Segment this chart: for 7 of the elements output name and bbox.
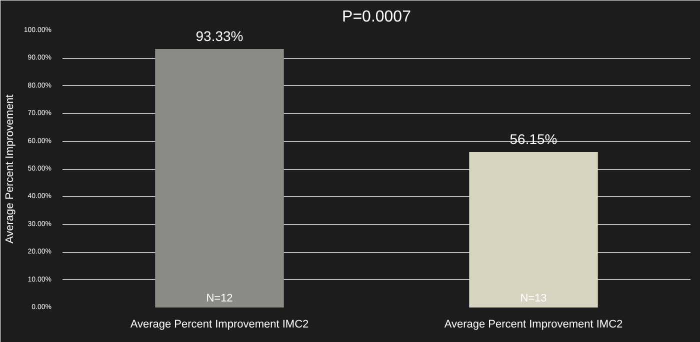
- chart-title: P=0.0007: [342, 8, 412, 26]
- x-tick-label: Average Percent Improvement IMC2: [444, 318, 623, 330]
- x-tick-label: Average Percent Improvement IMC2: [130, 318, 309, 330]
- data-label: 93.33%: [196, 28, 244, 44]
- y-axis-title: Average Percent Improvement: [4, 94, 16, 244]
- annotation: N=13: [520, 292, 547, 304]
- annotation: N=12: [206, 292, 233, 304]
